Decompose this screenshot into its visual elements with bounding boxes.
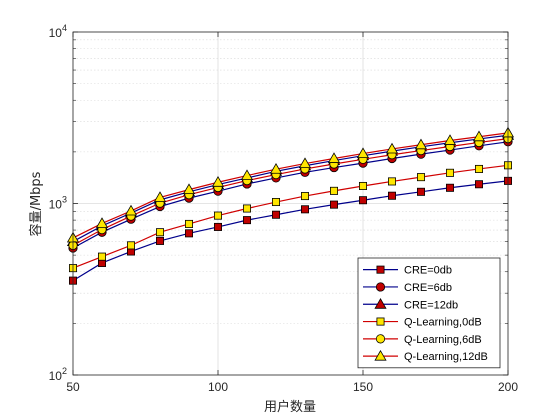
data-point: [356, 147, 370, 159]
legend-marker: [375, 334, 386, 344]
legend-marker: [375, 282, 386, 292]
data-point: [472, 130, 486, 142]
series-6: [66, 126, 515, 243]
legend-marker: [374, 298, 387, 309]
x-axis-label: 用户数量: [264, 399, 316, 415]
data-point: [182, 183, 196, 195]
data-point: [445, 183, 454, 192]
legend-label: CRE=0db: [404, 265, 452, 277]
series-line: [72, 134, 509, 243]
data-point: [213, 222, 222, 231]
series-line: [72, 138, 509, 246]
legend-item: CRE=12db: [363, 298, 458, 311]
x-tick-label: 150: [353, 380, 373, 394]
series-line: [72, 180, 509, 282]
data-point: [474, 180, 483, 189]
legend-marker: [376, 317, 385, 326]
legend-item: Q-Learning,12dB: [363, 349, 488, 363]
legend-item: Q-Learning,0dB: [363, 317, 482, 329]
data-point: [358, 181, 367, 190]
legend-marker: [376, 265, 385, 274]
data-point: [127, 241, 136, 250]
data-point: [271, 198, 280, 207]
data-point: [240, 169, 254, 181]
data-point: [329, 186, 338, 195]
data-point: [300, 205, 309, 214]
series-line: [72, 132, 509, 239]
data-point: [300, 192, 309, 201]
data-point: [385, 142, 399, 154]
series-line: [72, 164, 509, 269]
data-point: [271, 210, 280, 219]
legend: CRE=0db CRE=6db CRE=12db Q-Learning,0dB Q-Le…: [357, 257, 501, 369]
data-point: [242, 204, 251, 213]
data-point: [416, 173, 425, 182]
data-point: [387, 191, 396, 200]
data-point: [211, 176, 225, 187]
series-layer: [66, 126, 515, 285]
legend-item: Q-Learning,6dB: [363, 334, 482, 346]
data-point: [124, 204, 138, 216]
legend-box: [357, 257, 501, 369]
legend-item: CRE=0db: [363, 265, 452, 277]
data-point: [242, 216, 251, 225]
legend-label: Q-Learning,0dB: [404, 317, 482, 329]
data-point: [184, 229, 193, 238]
data-point: [269, 162, 283, 174]
data-point: [414, 138, 428, 150]
data-point: [95, 217, 109, 228]
legend-label: CRE=6db: [404, 282, 452, 294]
data-point: [298, 157, 312, 168]
legend-label: CRE=12db: [404, 299, 458, 311]
data-point: [213, 211, 222, 220]
data-point: [329, 200, 338, 209]
y-axis-label: 容量/Mbps: [28, 171, 44, 236]
legend-label: Q-Learning,6dB: [404, 334, 482, 346]
x-tick-label: 50: [66, 380, 80, 394]
data-point: [358, 196, 367, 205]
x-tick-label: 100: [208, 380, 228, 394]
data-point: [98, 252, 107, 261]
data-point: [153, 191, 167, 202]
legend-marker: [374, 349, 387, 361]
legend-label: Q-Learning,12dB: [404, 351, 488, 363]
data-point: [474, 164, 483, 173]
x-tick-label: 200: [498, 380, 518, 394]
data-point: [443, 134, 457, 145]
data-point: [184, 219, 193, 228]
data-point: [155, 236, 164, 245]
data-point: [327, 152, 341, 163]
series-line: [72, 141, 509, 249]
data-point: [387, 177, 396, 186]
legend-item: CRE=6db: [363, 282, 452, 294]
data-point: [155, 228, 164, 237]
data-point: [416, 187, 425, 196]
data-point: [445, 168, 454, 177]
